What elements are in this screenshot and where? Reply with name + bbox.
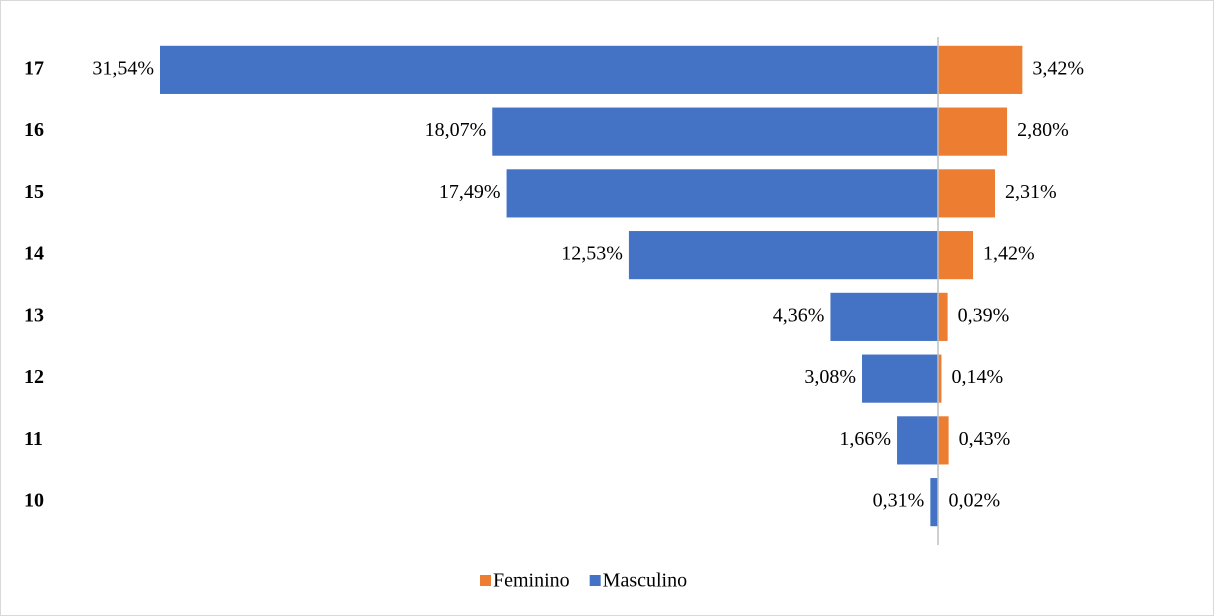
value-label: 0,39% bbox=[958, 304, 1010, 326]
value-label: 2,80% bbox=[1017, 119, 1069, 141]
category-label: 13 bbox=[24, 304, 44, 326]
value-label: 12,53% bbox=[561, 243, 623, 265]
bar bbox=[938, 231, 974, 280]
category-label: 10 bbox=[24, 490, 44, 512]
value-label: 0,43% bbox=[959, 428, 1011, 450]
value-label: 18,07% bbox=[425, 119, 487, 141]
value-label: 17,49% bbox=[439, 181, 501, 203]
legend-swatch bbox=[480, 575, 491, 586]
bar bbox=[830, 292, 938, 341]
value-label: 0,02% bbox=[948, 490, 1000, 512]
bar bbox=[938, 354, 942, 403]
category-label: 12 bbox=[24, 366, 44, 388]
category-label: 16 bbox=[24, 119, 44, 141]
bar bbox=[862, 354, 938, 403]
bar bbox=[930, 478, 938, 527]
bar bbox=[628, 231, 938, 280]
value-label: 3,42% bbox=[1032, 57, 1084, 79]
category-label: 14 bbox=[24, 243, 44, 265]
value-label: 31,54% bbox=[92, 57, 154, 79]
bar bbox=[160, 45, 938, 94]
bar bbox=[938, 169, 995, 218]
value-label: 1,66% bbox=[839, 428, 891, 450]
value-label: 0,14% bbox=[951, 366, 1003, 388]
bar bbox=[938, 45, 1023, 94]
bar bbox=[938, 107, 1008, 156]
value-label: 0,31% bbox=[873, 490, 925, 512]
value-label: 3,08% bbox=[804, 366, 856, 388]
legend-label: Feminino bbox=[493, 570, 570, 592]
bar bbox=[938, 292, 948, 341]
bar bbox=[897, 416, 938, 465]
legend-swatch bbox=[589, 575, 601, 586]
bar bbox=[506, 169, 938, 218]
bar bbox=[492, 107, 938, 156]
value-label: 4,36% bbox=[773, 304, 825, 326]
value-label: 2,31% bbox=[1005, 181, 1057, 203]
category-label: 17 bbox=[24, 57, 44, 79]
value-label: 1,42% bbox=[983, 243, 1035, 265]
legend-label: Masculino bbox=[603, 570, 687, 592]
category-label: 11 bbox=[24, 428, 43, 450]
category-label: 15 bbox=[24, 181, 44, 203]
bar bbox=[938, 416, 949, 465]
